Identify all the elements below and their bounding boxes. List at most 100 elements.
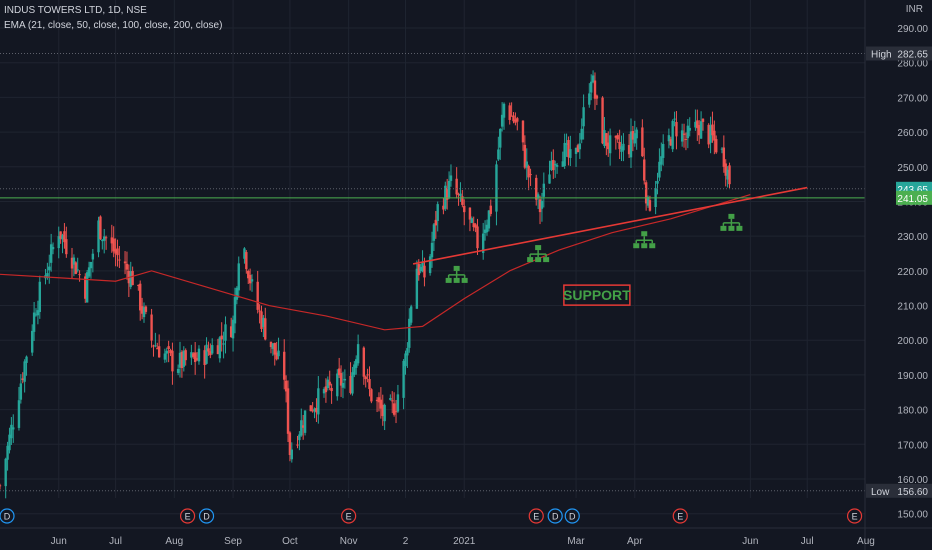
earnings-event-marker[interactable]: E — [341, 508, 357, 524]
candle-body — [283, 351, 286, 380]
candle — [434, 211, 438, 239]
candle-body — [383, 404, 386, 422]
candle-body — [455, 178, 458, 195]
candle-body — [402, 360, 405, 398]
candle — [720, 147, 724, 154]
candle-body — [243, 248, 246, 259]
candle-body — [184, 350, 187, 361]
earnings-event-marker[interactable]: E — [528, 508, 544, 524]
dividend-event-marker[interactable]: D — [198, 508, 215, 524]
candle — [392, 392, 396, 417]
candle-body — [449, 175, 453, 181]
candle-body — [49, 244, 53, 263]
candle-body — [34, 314, 38, 316]
candle-body — [103, 236, 106, 241]
candle — [59, 231, 62, 244]
candle — [631, 125, 635, 152]
candle-body — [76, 269, 79, 271]
earnings-event-marker[interactable]: E — [672, 508, 688, 524]
time-tick-label: Jun — [742, 536, 758, 547]
candle — [218, 336, 222, 363]
candle-body — [343, 378, 347, 381]
candle-body — [408, 318, 411, 348]
candle-body — [25, 356, 28, 363]
candle-body — [563, 142, 566, 166]
candle-body — [137, 284, 140, 286]
candle — [618, 129, 621, 160]
low-tag-value: 156.60 — [897, 487, 928, 498]
candle — [207, 341, 210, 356]
candle-body — [459, 193, 462, 197]
dividend-event-marker[interactable]: D — [0, 508, 15, 524]
pivot-icon — [445, 265, 468, 283]
candle-body — [483, 229, 487, 234]
dividend-event-marker[interactable]: D — [564, 508, 580, 524]
candle — [38, 275, 41, 319]
candle-body — [10, 424, 13, 439]
candle — [436, 201, 439, 232]
candle — [542, 172, 546, 208]
candle — [152, 344, 155, 357]
candle-body — [715, 139, 718, 153]
svg-text:D: D — [203, 512, 210, 522]
candle — [91, 249, 95, 273]
candle — [49, 233, 53, 272]
earnings-event-marker[interactable]: E — [179, 508, 196, 524]
candle — [582, 94, 585, 140]
candle-body — [38, 281, 41, 312]
candle — [565, 133, 568, 157]
candle-body — [366, 374, 369, 376]
candle — [722, 135, 726, 173]
candle-body — [391, 400, 394, 402]
candle-body — [36, 310, 40, 316]
candle — [620, 135, 623, 162]
candle-body — [686, 125, 690, 139]
candle — [222, 331, 225, 359]
time-tick-label: Nov — [340, 536, 358, 547]
candle — [129, 261, 132, 290]
candle-body — [190, 352, 193, 358]
candle — [406, 342, 409, 368]
candle — [408, 308, 411, 353]
candle-body — [423, 265, 426, 278]
candle-body — [339, 373, 343, 386]
candle-body — [622, 143, 625, 151]
candle — [250, 274, 254, 292]
candle-body — [157, 346, 161, 358]
candle — [370, 388, 373, 404]
candle-body — [565, 143, 568, 145]
candle-body — [101, 239, 104, 242]
candle — [87, 261, 91, 279]
candle-body — [351, 372, 354, 394]
candle — [715, 135, 718, 154]
candle-body — [288, 432, 292, 456]
candle-body — [368, 379, 371, 390]
candle — [550, 151, 553, 172]
candle-body — [660, 156, 663, 165]
candle-body — [156, 348, 159, 350]
candle-body — [182, 350, 186, 367]
candle — [366, 368, 369, 383]
candle — [123, 251, 127, 275]
candle — [381, 394, 384, 426]
candle-body — [616, 135, 619, 140]
candle-body — [315, 407, 318, 413]
candle — [209, 343, 212, 359]
candle-body — [74, 262, 77, 274]
earnings-event-marker[interactable]: E — [846, 508, 863, 524]
candle-body — [32, 312, 36, 332]
candle — [32, 302, 36, 341]
time-tick-label: Aug — [165, 536, 183, 547]
price-tick-label: 290.00 — [897, 24, 928, 35]
dividend-event-marker[interactable]: D — [547, 508, 563, 524]
candle — [216, 338, 220, 355]
candle-body — [601, 97, 604, 144]
candle-body — [118, 259, 121, 261]
candle — [442, 197, 445, 215]
candle — [527, 164, 530, 191]
candle — [728, 162, 731, 189]
candle-body — [553, 163, 557, 166]
candle — [696, 109, 699, 141]
candle-body — [195, 358, 199, 360]
